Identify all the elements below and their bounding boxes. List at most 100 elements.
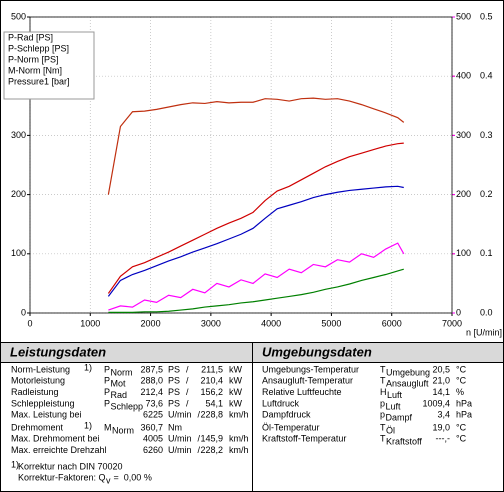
symbol: P (104, 387, 110, 397)
y-tick-label: 0.0 (480, 307, 493, 317)
y-tick-label: 100 (11, 248, 26, 258)
row-unit: kW (229, 398, 243, 408)
row-value: 19,0 (432, 422, 450, 432)
y-tick-label: 400 (456, 71, 471, 81)
symbol-subscript: Öl (386, 425, 395, 435)
y-tick-label: 0.1 (480, 248, 493, 258)
y-tick-label: 500 (11, 11, 26, 21)
y-tick-label: 200 (11, 189, 26, 199)
row-label: Drehmoment (11, 422, 64, 432)
x-tick-label: 7000 (442, 318, 462, 328)
row-value: 6260 (143, 445, 163, 455)
separator: / (198, 434, 201, 444)
legend-entry: Pressure1 [bar] (8, 76, 70, 86)
x-tick-label: 4000 (261, 318, 281, 328)
row-label: Max. erreichte Drehzahl (11, 445, 107, 455)
factor-label: Korrektur-Faktoren: Q (18, 472, 106, 482)
separator: / (198, 410, 201, 420)
row-unit: PS (168, 364, 180, 374)
row-value: 228,8 (200, 410, 223, 420)
x-tick-label: 5000 (321, 318, 341, 328)
separator: / (186, 387, 189, 397)
separator: / (186, 398, 189, 408)
row-label: Motorleistung (11, 376, 65, 386)
y-tick-label: 0 (21, 307, 26, 317)
series-line (108, 242, 405, 311)
symbol: P (104, 398, 110, 408)
row-unit: kW (229, 387, 243, 397)
symbol: P (104, 364, 110, 374)
y-tick-label: 500 (456, 11, 471, 21)
row-unit: kW (229, 364, 243, 374)
section-title: Umgebungsdaten (262, 344, 372, 359)
y-tick-label: 0 (456, 307, 461, 317)
tables: Norm-Leistung 1) P Norm 287,5 PS / 211,5 kW Motor… (11, 362, 472, 485)
series-line (107, 142, 404, 294)
symbol-subscript: Mot (111, 379, 127, 389)
legend-entry: P-Schlepp [PS] (8, 43, 69, 53)
row-unit: PS (168, 398, 180, 408)
symbol: T (380, 364, 386, 374)
row-unit: °C (456, 434, 467, 444)
row-unit: km/h (229, 434, 249, 444)
legend-box (3, 31, 95, 100)
symbol: p (380, 410, 385, 420)
row-value: 228,2 (200, 445, 223, 455)
row-unit: km/h (229, 410, 249, 420)
row-value: 6225 (143, 410, 163, 420)
y-tick-label: 0.2 (480, 189, 493, 199)
row-label: Max. Drehmoment bei (11, 434, 100, 444)
row-value: 21,0 (432, 376, 450, 386)
row-value: 156,2 (200, 387, 223, 397)
section-title: Leistungsdaten (10, 344, 106, 359)
row-label: Kraftstoff-Temperatur (262, 434, 346, 444)
symbol: M (104, 422, 112, 432)
y-tick-label: 0.3 (480, 130, 493, 140)
symbol-subscript: Norm (112, 425, 134, 435)
footnote-mark: 1) (84, 362, 92, 372)
legend-entry: M-Norm [Nm] (8, 65, 62, 75)
footnote: Korrektur nach DIN 70020 (18, 461, 123, 471)
row-unit: hPa (456, 398, 472, 408)
y-tick-label: 300 (456, 130, 471, 140)
row-value: 145,9 (200, 434, 223, 444)
symbol-subscript: Umgebung (386, 367, 430, 377)
row-label: Relative Luftfeuchte (262, 387, 342, 397)
row-value: 73,6 (145, 398, 163, 408)
symbol: T (380, 376, 386, 386)
symbol-subscript: Rad (111, 390, 128, 400)
y-tick-label: 100 (456, 248, 471, 258)
footnote-mark: 1) (84, 420, 92, 430)
y-tick-label: 200 (456, 189, 471, 199)
factor-subscript: v (106, 475, 111, 485)
row-value: 54,1 (205, 398, 223, 408)
symbol: P (104, 376, 110, 386)
row-unit: U/min (168, 410, 192, 420)
row-value: 210,4 (200, 376, 223, 386)
row-value: 287,5 (140, 364, 163, 374)
row-unit: °C (456, 422, 467, 432)
row-label: Luftdruck (262, 398, 300, 408)
x-tick-label: 3000 (201, 318, 221, 328)
symbol: T (380, 422, 386, 432)
y-tick-label: 0.4 (480, 71, 493, 81)
row-unit: % (456, 387, 464, 397)
row-value: ---,- (436, 434, 451, 444)
y-tick-label: 300 (11, 130, 26, 140)
row-value: 14,1 (432, 387, 450, 397)
symbol: H (380, 387, 387, 397)
row-unit: km/h (229, 445, 249, 455)
x-tick-label: 6000 (382, 318, 402, 328)
row-unit: Nm (168, 422, 182, 432)
footnote-mark: 1) (11, 459, 19, 469)
x-tick-label: 1000 (80, 318, 100, 328)
row-unit: U/min (168, 445, 192, 455)
row-label: Norm-Leistung (11, 364, 70, 374)
row-unit: kW (229, 376, 243, 386)
symbol-subscript: Dampf (386, 413, 413, 423)
row-value: 211,5 (201, 364, 223, 374)
row-value: 3,4 (437, 410, 450, 420)
symbol-subscript: Schlepp (111, 401, 144, 411)
row-value: 360,7 (140, 422, 163, 432)
